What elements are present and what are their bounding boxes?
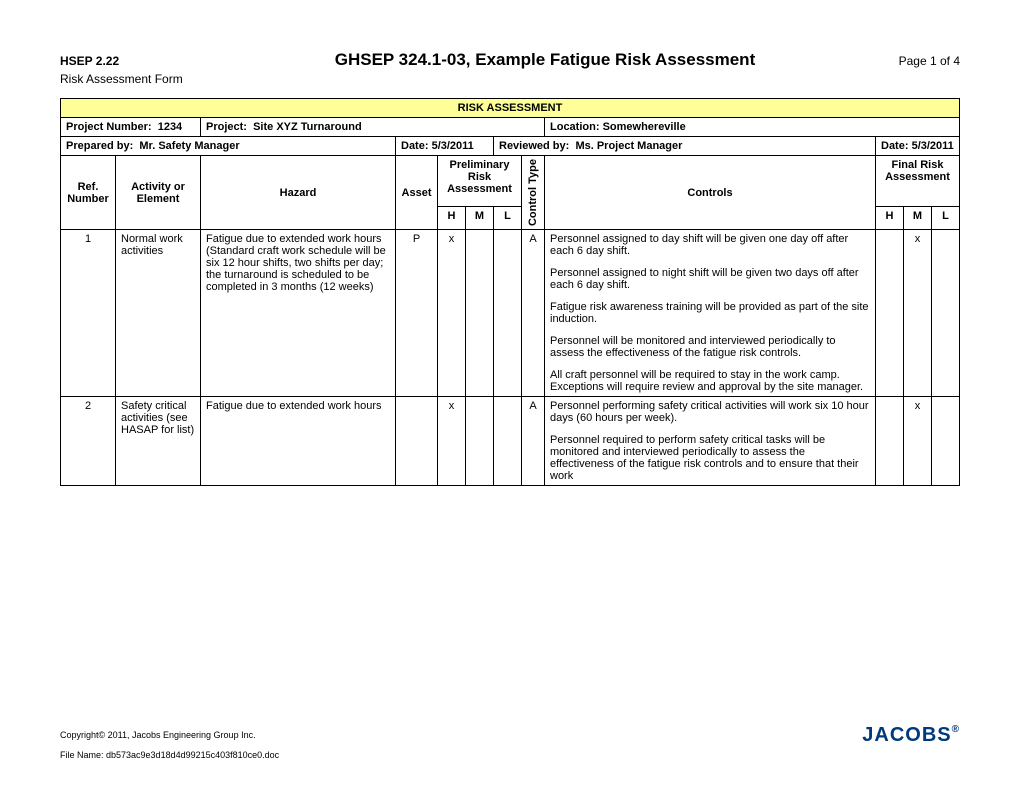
- col-hazard: Hazard: [201, 156, 396, 230]
- cell-hazard: Fatigue due to extended work hours: [201, 397, 396, 486]
- cell-hazard: Fatigue due to extended work hours (Stan…: [201, 230, 396, 397]
- cell-asset: [396, 397, 438, 486]
- col-control-type: Control Type: [522, 156, 545, 230]
- table-row: 2 Safety critical activities (see HASAP …: [61, 397, 960, 486]
- filename-text: File Name: db573ac9e3d18d4d99215c403f810…: [60, 750, 960, 760]
- col-final: Final Risk Assessment: [876, 156, 960, 207]
- table-title: RISK ASSESSMENT: [61, 99, 960, 118]
- risk-assessment-table: RISK ASSESSMENT Project Number: 1234 Pro…: [60, 98, 960, 486]
- col-ref: Ref. Number: [61, 156, 116, 230]
- reviewed-by-cell: Reviewed by: Ms. Project Manager: [494, 137, 876, 156]
- cell-fm: x: [904, 230, 932, 397]
- cell-controls: Personnel assigned to day shift will be …: [545, 230, 876, 397]
- col-pl: L: [494, 207, 522, 230]
- project-cell: Project: Site XYZ Turnaround: [201, 118, 545, 137]
- col-controls: Controls: [545, 156, 876, 230]
- cell-pl: [494, 230, 522, 397]
- col-fl: L: [932, 207, 960, 230]
- cell-activity: Normal work activities: [116, 230, 201, 397]
- page-title: GHSEP 324.1-03, Example Fatigue Risk Ass…: [220, 50, 870, 70]
- cell-ctype: A: [522, 230, 545, 397]
- col-pm: M: [466, 207, 494, 230]
- cell-asset: P: [396, 230, 438, 397]
- col-asset: Asset: [396, 156, 438, 230]
- cell-fl: [932, 397, 960, 486]
- cell-activity: Safety critical activities (see HASAP fo…: [116, 397, 201, 486]
- cell-fl: [932, 230, 960, 397]
- page-number: Page 1 of 4: [870, 54, 960, 68]
- table-row: 1 Normal work activities Fatigue due to …: [61, 230, 960, 397]
- cell-pm: [466, 230, 494, 397]
- cell-ctype: A: [522, 397, 545, 486]
- cell-ph: x: [438, 397, 466, 486]
- cell-pm: [466, 397, 494, 486]
- prepared-by-cell: Prepared by: Mr. Safety Manager: [61, 137, 396, 156]
- project-number-cell: Project Number: 1234: [61, 118, 201, 137]
- hsep-code: HSEP 2.22: [60, 54, 220, 68]
- location-cell: Location: Somewhereville: [545, 118, 960, 137]
- col-ph: H: [438, 207, 466, 230]
- cell-ph: x: [438, 230, 466, 397]
- col-activity: Activity or Element: [116, 156, 201, 230]
- jacobs-logo: JACOBS®: [862, 724, 960, 747]
- col-prelim: Preliminary Risk Assessment: [438, 156, 522, 207]
- cell-fm: x: [904, 397, 932, 486]
- cell-fh: [876, 397, 904, 486]
- cell-pl: [494, 397, 522, 486]
- cell-controls: Personnel performing safety critical act…: [545, 397, 876, 486]
- date1-cell: Date: 5/3/2011: [396, 137, 494, 156]
- cell-ref: 2: [61, 397, 116, 486]
- col-fm: M: [904, 207, 932, 230]
- copyright-text: Copyright© 2011, Jacobs Engineering Grou…: [60, 730, 960, 740]
- subtitle: Risk Assessment Form: [60, 72, 960, 86]
- cell-fh: [876, 230, 904, 397]
- date2-cell: Date: 5/3/2011: [876, 137, 960, 156]
- col-fh: H: [876, 207, 904, 230]
- cell-ref: 1: [61, 230, 116, 397]
